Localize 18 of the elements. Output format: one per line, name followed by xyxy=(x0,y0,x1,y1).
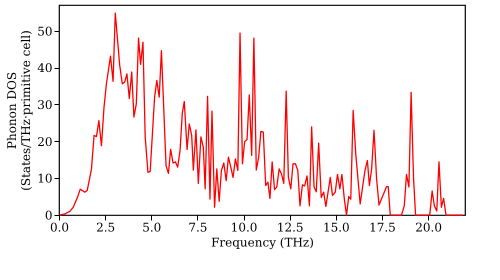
x-axis-title: Frequency (THz) xyxy=(211,236,314,250)
x-tick-label: 12.5 xyxy=(276,220,304,234)
x-tick-label: 20.0 xyxy=(415,220,442,234)
y-axis-title: Phonon DOS (States/THz·primitive cell) xyxy=(5,30,34,191)
x-tick-label: 7.5 xyxy=(188,220,208,234)
y-tick-label: 50 xyxy=(37,24,52,38)
x-tick-label: 17.5 xyxy=(369,220,396,234)
x-tick-label: 0.0 xyxy=(50,220,70,234)
y-tick-label: 30 xyxy=(37,98,52,112)
x-tick-label: 10.0 xyxy=(230,220,258,234)
x-tick-label: 5.0 xyxy=(142,220,162,234)
x-tick-label: 15.0 xyxy=(322,220,350,234)
y-tick-label: 20 xyxy=(37,134,52,149)
x-tick-label: 2.5 xyxy=(96,220,116,234)
y-tick-label: 0 xyxy=(44,208,52,222)
line-series xyxy=(59,12,464,216)
y-tick-label: 40 xyxy=(37,61,52,76)
y-tick-label: 10 xyxy=(37,172,52,186)
